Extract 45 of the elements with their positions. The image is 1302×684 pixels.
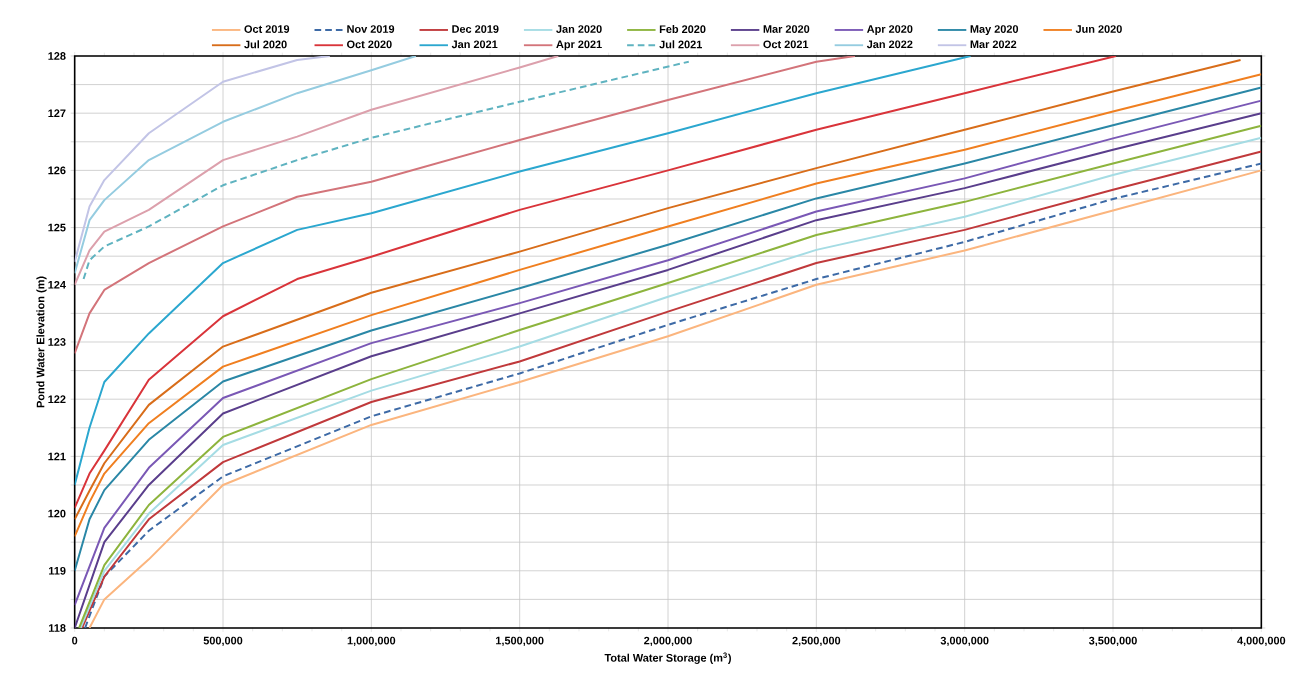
y-tick-label: 119: [49, 566, 66, 575]
legend-label: Apr 2021: [556, 40, 602, 51]
y-tick-label: 120: [48, 509, 66, 518]
legend-label: Mar 2022: [970, 40, 1017, 49]
x-tick-label: 3,500,000: [1088, 636, 1137, 647]
line-series: [74, 55, 972, 486]
line-series: [74, 55, 856, 355]
y-tick-label: 121: [48, 452, 66, 461]
x-axis-title: Total Water Storage (m$^{3}$): [604, 652, 731, 664]
x-tick-label: 1,500,000: [496, 636, 544, 647]
x-tick-label: 1,000,000: [347, 636, 396, 647]
legend-label: May 2020: [970, 25, 1019, 36]
y-axis-title: Pond Water Elevation (m): [36, 276, 47, 408]
legend-label: Jan 2022: [866, 40, 913, 49]
y-tick-label: 123: [48, 338, 66, 346]
legend-label: Jun 2020: [1075, 25, 1122, 33]
y-tick-label: 122: [48, 395, 66, 403]
legend-label: Feb 2020: [659, 25, 706, 34]
y-tick-label: 125: [48, 223, 66, 232]
x-tick-label: 2,500,000: [792, 636, 841, 647]
x-tick-label: 500,000: [203, 636, 243, 647]
y-tick-label: 127: [48, 109, 66, 117]
y-tick-label: 124: [48, 280, 66, 289]
legend-label: Jul 2021: [659, 40, 702, 49]
line-series: [82, 60, 690, 281]
x-tick-label: 2,000,000: [644, 636, 692, 647]
legend-label: Oct 2021: [763, 40, 809, 49]
y-tick-label: 118: [49, 624, 66, 632]
legend-label: Mar 2020: [763, 25, 810, 33]
legend-label: Jan 2020: [556, 25, 602, 33]
y-tick-label: 126: [48, 166, 66, 175]
legend-label: Apr 2020: [867, 25, 913, 36]
x-tick-label: 0: [72, 636, 78, 645]
y-tick-label: 128: [48, 52, 66, 60]
line-series: [74, 55, 331, 263]
legend-label: Jul 2020: [244, 40, 287, 49]
x-tick-label: 3,000,000: [940, 636, 989, 647]
legend-label: Oct 2020: [347, 40, 392, 49]
legend-label: Jan 2021: [451, 40, 498, 49]
line-series: [74, 55, 560, 286]
line-series: [74, 55, 417, 275]
legend-label: Dec 2019: [452, 25, 499, 33]
legend-label: Nov 2019: [347, 25, 395, 33]
legend-label: Oct 2019: [244, 25, 290, 33]
x-tick-label: 4,000,000: [1237, 636, 1286, 647]
